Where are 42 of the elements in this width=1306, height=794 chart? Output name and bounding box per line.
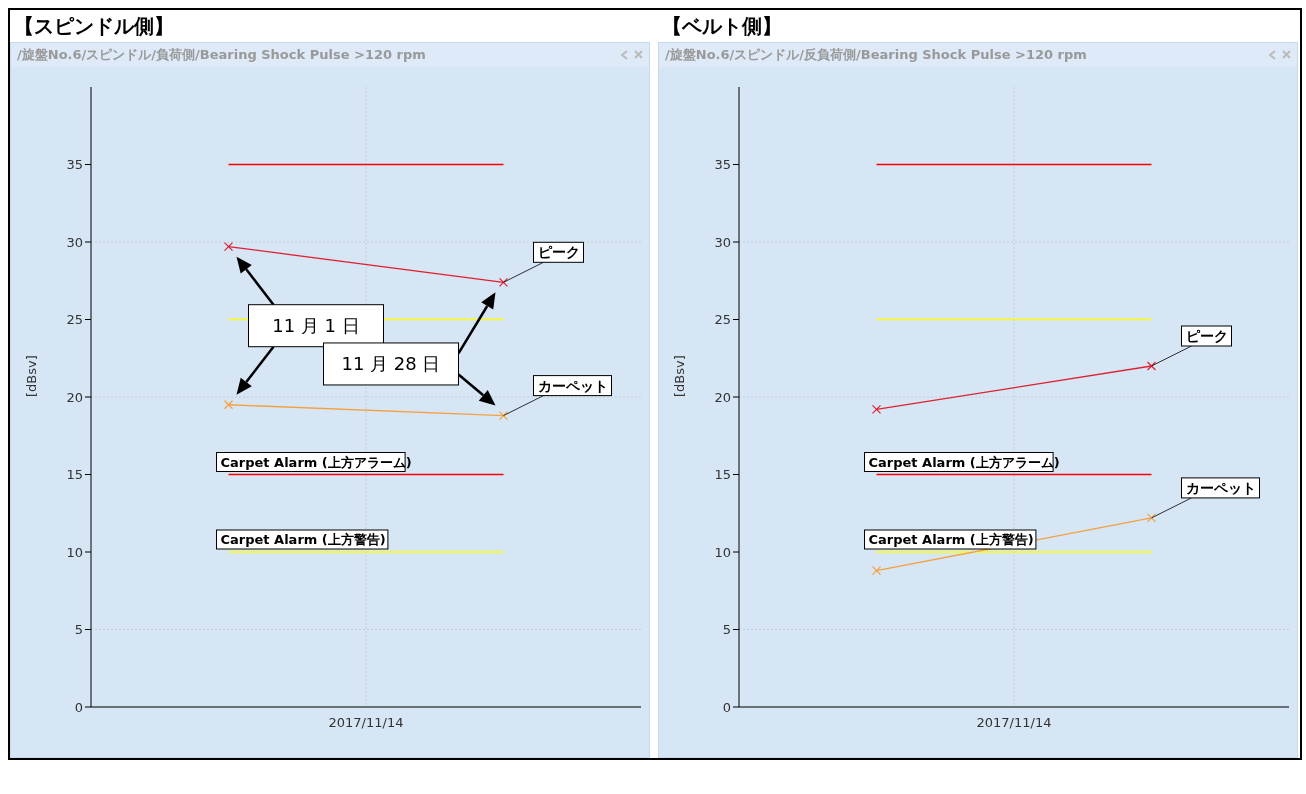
y-tick-label: 0	[722, 699, 731, 715]
annotation: カーペット	[537, 377, 608, 394]
text: 2017/11/14	[976, 715, 1052, 730]
point	[871, 404, 882, 414]
point	[1146, 513, 1157, 523]
y-tick-label: 25	[66, 312, 83, 328]
ref-line-label: Carpet Alarm (上方警告)	[220, 532, 386, 547]
y-tick-label: 15	[714, 467, 731, 483]
y-tick-label: 25	[714, 312, 731, 328]
point	[498, 277, 509, 287]
y-tick-label: 20	[714, 389, 731, 405]
chart-subtitle: /旋盤No.6/スピンドル/負荷側/Bearing Shock Pulse >120 rpm	[17, 46, 426, 64]
y-tick-label: 35	[66, 157, 83, 173]
y-tick-label: 35	[714, 157, 731, 173]
annotation: ピーク	[1185, 328, 1228, 344]
point	[223, 242, 234, 252]
y-tick-label: 30	[714, 234, 731, 250]
point	[871, 566, 882, 576]
annotation: 11 月 1 日	[272, 314, 360, 336]
y-tick-label: 5	[722, 622, 731, 638]
chart-title: 【スピンドル側】	[13, 13, 175, 40]
annotation: ピーク	[537, 244, 580, 261]
chart-title: 【ベルト側】	[661, 13, 783, 40]
chart-subtitle: /旋盤No.6/スピンドル/反負荷側/Bearing Shock Pulse >120 rpm	[665, 46, 1087, 64]
y-tick-label: 10	[66, 544, 83, 560]
y-axis-title: [dBsv]	[23, 355, 39, 397]
y-tick-label: 0	[74, 699, 83, 715]
point	[223, 400, 234, 410]
point	[1146, 361, 1157, 371]
annotation: カーペット	[1185, 479, 1256, 496]
y-tick-label: 10	[714, 544, 731, 560]
annotation: 11 月 28 日	[341, 352, 441, 374]
ref-line-label: Carpet Alarm (上方アラーム)	[220, 454, 412, 470]
y-tick-label: 30	[66, 234, 83, 250]
y-tick-label: 15	[66, 467, 83, 483]
y-axis-title: [dBsv]	[671, 355, 687, 397]
y-tick-label: 20	[66, 389, 83, 405]
text: 2017/11/14	[328, 715, 404, 730]
point	[498, 411, 509, 421]
y-tick-label: 5	[74, 622, 83, 638]
ref-line-label: Carpet Alarm (上方警告)	[868, 532, 1034, 547]
ref-line-label: Carpet Alarm (上方アラーム)	[868, 454, 1060, 470]
